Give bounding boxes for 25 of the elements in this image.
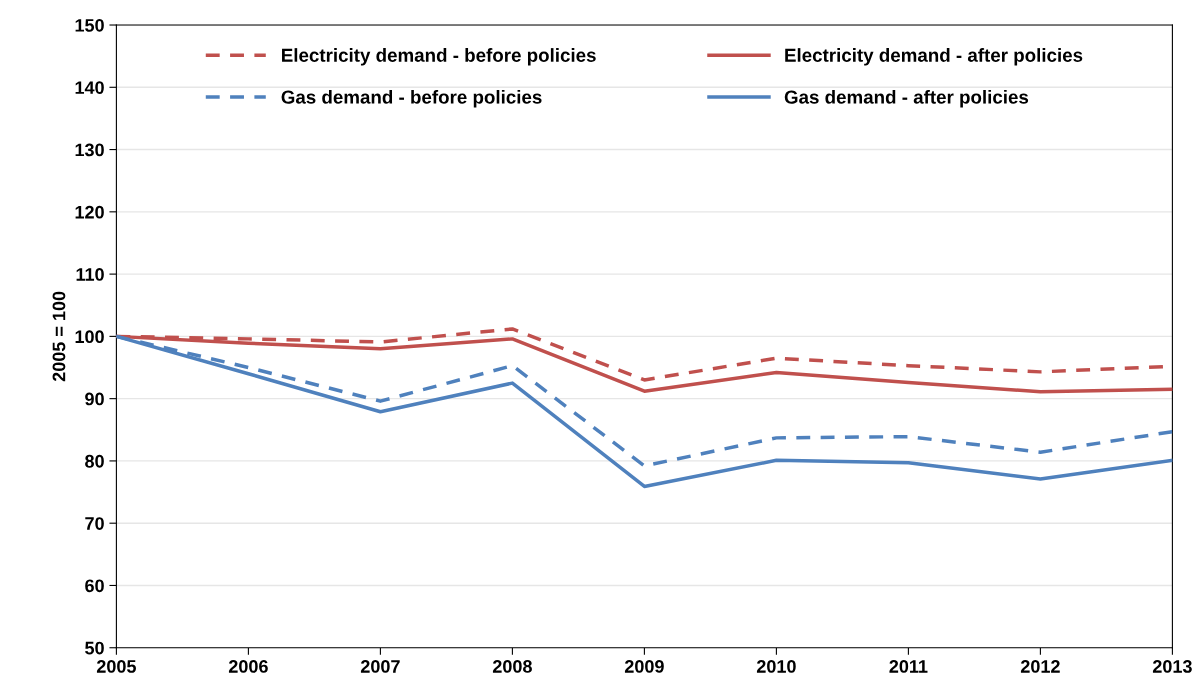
y-tick-label: 80 [85, 454, 104, 468]
x-tick-label: 2011 [889, 660, 928, 673]
y-tick-label: 150 [75, 18, 104, 32]
x-tick-label: 2008 [492, 660, 532, 673]
y-tick-label: 130 [75, 143, 104, 157]
y-axis-title: 2005 = 100 [52, 291, 66, 382]
legend-label: Gas demand - before policies [281, 89, 542, 108]
x-tick-label: 2012 [1020, 660, 1060, 673]
y-tick-label: 50 [85, 641, 104, 655]
y-tick-label: 110 [76, 268, 104, 281]
y-tick-label: 70 [85, 517, 104, 530]
y-tick-label: 100 [75, 330, 104, 344]
y-tick-label: 120 [75, 205, 104, 219]
x-tick-label: 2009 [624, 660, 664, 673]
x-tick-label: 2007 [360, 660, 400, 673]
x-tick-label: 2010 [756, 660, 796, 673]
y-tick-label: 60 [85, 579, 104, 593]
y-tick-label: 90 [85, 392, 104, 406]
legend-label: Electricity demand - after policies [785, 48, 1083, 66]
x-tick-label: 2006 [228, 660, 268, 673]
y-tick-label: 140 [75, 81, 104, 95]
x-tick-label: 2013 [1152, 660, 1192, 673]
x-tick-label: 2005 [96, 660, 136, 673]
legend-label: Electricity demand - before policies [282, 48, 596, 66]
legend-label: Gas demand - after policies [784, 89, 1029, 108]
